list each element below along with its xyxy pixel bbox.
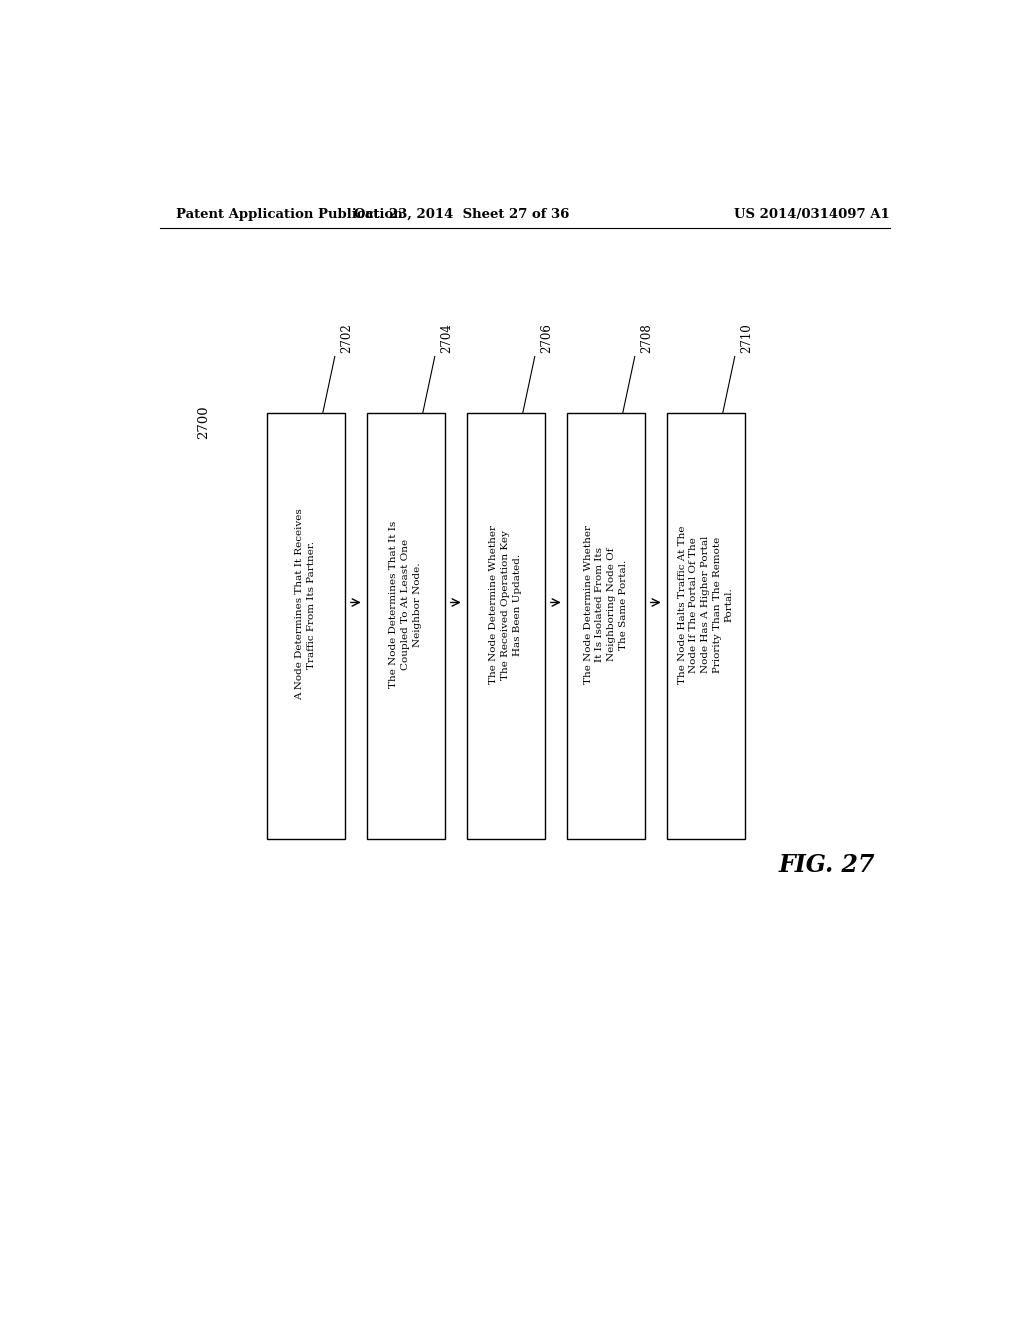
Text: The Node Determine Whether
The Received Operation Key
Has Been Updated.: The Node Determine Whether The Received … xyxy=(489,525,522,684)
Text: Oct. 23, 2014  Sheet 27 of 36: Oct. 23, 2014 Sheet 27 of 36 xyxy=(353,207,569,220)
Text: The Node Determines That It Is
Coupled To At Least One
Neighbor Node.: The Node Determines That It Is Coupled T… xyxy=(389,521,422,688)
Bar xyxy=(367,413,444,840)
Text: 2704: 2704 xyxy=(440,322,454,352)
Text: The Node Determine Whether
It Is Isolated From Its
Neighboring Node Of
The Same : The Node Determine Whether It Is Isolate… xyxy=(584,525,628,684)
Text: The Node Halts Traffic At The
Node If The Portal Of The
Node Has A Higher Portal: The Node Halts Traffic At The Node If Th… xyxy=(678,525,734,684)
Text: 2700: 2700 xyxy=(197,405,210,440)
Text: A Node Determines That It Receives
Traffic From Its Partner.: A Node Determines That It Receives Traff… xyxy=(295,508,316,701)
Bar xyxy=(567,413,645,840)
Text: US 2014/0314097 A1: US 2014/0314097 A1 xyxy=(734,207,890,220)
Text: 2706: 2706 xyxy=(541,322,553,352)
Text: 2702: 2702 xyxy=(340,323,353,352)
Bar xyxy=(467,413,545,840)
Bar xyxy=(667,413,744,840)
Text: Patent Application Publication: Patent Application Publication xyxy=(176,207,402,220)
Text: 2710: 2710 xyxy=(740,323,754,352)
Bar xyxy=(267,413,345,840)
Text: FIG. 27: FIG. 27 xyxy=(778,853,874,876)
Text: 2708: 2708 xyxy=(640,323,653,352)
